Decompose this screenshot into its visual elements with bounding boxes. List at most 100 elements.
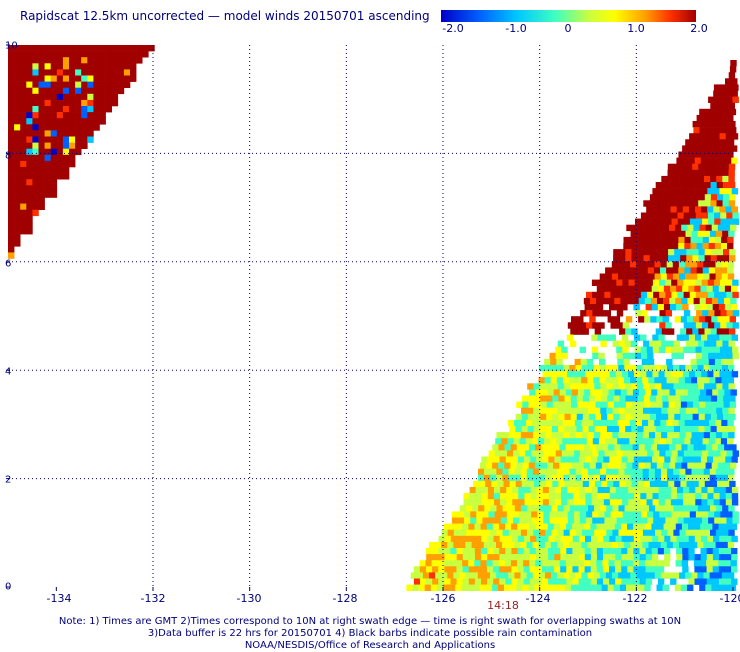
swath-cell [622, 511, 630, 518]
swath-cell [625, 249, 632, 256]
swath-cell [676, 188, 684, 195]
swath-cell [453, 541, 460, 549]
swath-cell [69, 148, 76, 156]
swath-cell [717, 121, 724, 128]
swath-cell [535, 389, 542, 396]
swath-cell [550, 358, 557, 366]
swath-cell [726, 96, 733, 103]
swath-cell [8, 112, 15, 119]
swath-cell [20, 57, 27, 64]
swath-cell [565, 389, 573, 396]
swath-cell [443, 584, 450, 591]
swath-cell [699, 584, 706, 591]
swath-cell [44, 51, 51, 58]
swath-cell [671, 517, 678, 524]
swath-cell [569, 474, 576, 482]
swath-cell [505, 578, 512, 585]
swath-cell [641, 358, 649, 366]
swath-cell [652, 188, 659, 195]
swath-cell [668, 194, 675, 201]
swath-cell [669, 462, 676, 469]
swath-cell [648, 432, 656, 439]
swath-cell [529, 578, 537, 585]
swath-cell [638, 316, 645, 323]
swath-cell [663, 297, 670, 305]
swath-cell [642, 419, 649, 427]
swath-cell [700, 157, 708, 164]
swath-cell [516, 584, 523, 591]
swath-cell [468, 566, 476, 573]
swath-cell [8, 75, 15, 82]
swath-cell [569, 468, 576, 476]
swath-cell [555, 450, 563, 457]
swath-cell [577, 584, 584, 591]
swath-cell [634, 371, 641, 378]
swath-cell [555, 511, 562, 518]
swath-cell [75, 106, 82, 113]
swath-cell [14, 167, 21, 174]
swath-cell [600, 407, 607, 415]
swath-cell [572, 456, 580, 463]
swath-cell [512, 499, 519, 506]
swath-cell [653, 291, 660, 299]
swath-cell [692, 328, 699, 335]
swath-cell [606, 365, 613, 372]
swath-cell [609, 487, 617, 494]
swath-cell [708, 517, 715, 524]
swath-cell [714, 96, 721, 103]
swath-cell [538, 419, 545, 427]
swath-cell [492, 560, 499, 567]
swath-cell [692, 395, 699, 402]
swath-cell [684, 236, 691, 244]
swath-cell [549, 450, 556, 457]
swath-cell [498, 560, 506, 567]
swath-cell [662, 194, 669, 201]
swath-cell [435, 541, 442, 549]
swath-cell [710, 200, 717, 207]
swath-cell [663, 444, 670, 451]
swath-cell [647, 517, 654, 524]
swath-cell [482, 511, 489, 518]
swath-cell [590, 560, 597, 567]
swath-cell [584, 554, 592, 561]
swath-cell [567, 511, 575, 518]
swath-cell [480, 548, 488, 555]
swath-cell [729, 316, 736, 323]
swath-cell [636, 377, 643, 384]
swath-cell [723, 480, 730, 488]
swath-cell [605, 273, 613, 280]
swath-cell [577, 401, 584, 408]
swath-cell [713, 157, 720, 164]
swath-cell [537, 450, 544, 457]
swath-cell [713, 206, 720, 213]
swath-cell [667, 163, 675, 171]
swath-cell [406, 584, 413, 591]
swath-cell [689, 346, 696, 354]
swath-cell [722, 432, 729, 439]
swath-cell [8, 63, 15, 70]
swath-cell [715, 541, 722, 549]
swath-cell [671, 511, 678, 518]
swath-cell [702, 310, 709, 317]
swath-cell [502, 505, 509, 512]
swath-cell [732, 346, 739, 354]
swath-cell [726, 352, 733, 360]
swath-cell [728, 175, 735, 183]
swath-cell [665, 322, 672, 329]
swath-cell [704, 426, 711, 433]
swath-cell [659, 291, 666, 299]
swath-cell [546, 480, 553, 488]
swath-cell [555, 352, 562, 360]
swath-cell [75, 51, 82, 58]
swath-cell [586, 310, 593, 317]
swath-cell [722, 230, 729, 238]
swath-cell [676, 157, 683, 164]
swath-cell [438, 535, 445, 543]
swath-cell [686, 328, 693, 335]
swath-cell [726, 279, 733, 286]
swath-cell [511, 535, 519, 543]
swath-cell [561, 450, 569, 457]
swath-cell [634, 493, 641, 500]
swath-cell [636, 273, 643, 280]
swath-cell [552, 480, 559, 488]
